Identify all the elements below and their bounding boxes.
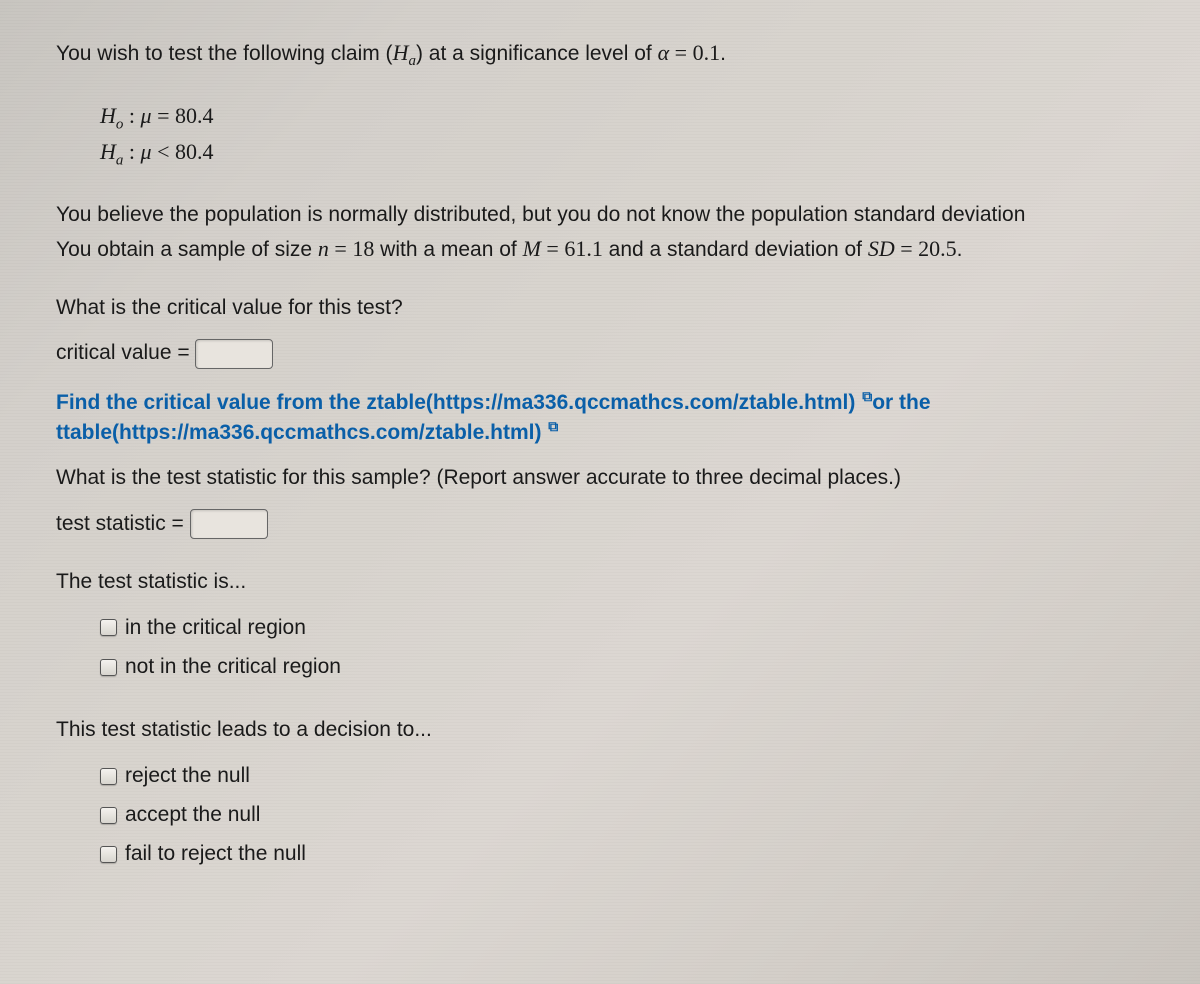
decision-option-fail[interactable]: fail to reject the null	[100, 839, 1154, 868]
text: .	[720, 42, 726, 65]
H-symbol: H	[393, 40, 409, 65]
checkbox-icon[interactable]	[100, 768, 117, 785]
a-subscript: a	[408, 53, 416, 69]
question-body: You wish to test the following claim (Ha…	[0, 0, 1200, 919]
q1-prompt: What is the critical value for this test…	[56, 293, 1154, 322]
mu: μ	[141, 139, 152, 164]
decision-option-accept[interactable]: accept the null	[100, 800, 1154, 829]
region-prompt: The test statistic is...	[56, 567, 1154, 596]
eq: =	[152, 103, 175, 128]
q2-prompt: What is the test statistic for this samp…	[56, 463, 1154, 492]
lt: <	[152, 139, 175, 164]
text: and a standard deviation of	[603, 238, 868, 261]
label: not in the critical region	[125, 655, 341, 678]
ztable-link[interactable]: ztable(https://ma336.qccmathcs.com/ztabl…	[366, 391, 855, 414]
SD: SD	[868, 236, 895, 261]
or-text: or the	[872, 391, 930, 414]
text: Find the critical value from the	[56, 391, 366, 414]
dot: .	[957, 238, 963, 261]
test-statistic-input[interactable]	[190, 509, 268, 539]
region-options: in the critical region not in the critic…	[100, 613, 1154, 682]
n-value: 18	[352, 236, 374, 261]
hypotheses: Ho : μ = 80.4 Ha : μ < 80.4	[100, 100, 1154, 172]
colon: :	[123, 103, 140, 128]
equals: =	[669, 40, 692, 65]
external-link-icon: ⧉	[862, 387, 872, 407]
eq: =	[541, 236, 564, 261]
checkbox-icon[interactable]	[100, 807, 117, 824]
checkbox-icon[interactable]	[100, 619, 117, 636]
alpha-symbol: α	[658, 40, 670, 65]
H: H	[100, 139, 116, 164]
n: n	[318, 236, 329, 261]
region-option-not-in[interactable]: not in the critical region	[100, 652, 1154, 681]
decision-options: reject the null accept the null fail to …	[100, 761, 1154, 869]
text: You obtain a sample of size	[56, 238, 318, 261]
ttable-link[interactable]: ttable(https://ma336.qccmathcs.com/ztabl…	[56, 421, 541, 444]
q1-label: critical value =	[56, 341, 190, 364]
alt-hypothesis: Ha : μ < 80.4	[100, 136, 1154, 172]
label: fail to reject the null	[125, 842, 306, 865]
null-hypothesis: Ho : μ = 80.4	[100, 100, 1154, 136]
q1-input-row: critical value =	[56, 338, 1154, 368]
M: M	[523, 236, 541, 261]
label: accept the null	[125, 803, 260, 826]
q2-label: test statistic =	[56, 512, 184, 535]
q2-input-row: test statistic =	[56, 509, 1154, 539]
checkbox-icon[interactable]	[100, 846, 117, 863]
region-option-in[interactable]: in the critical region	[100, 613, 1154, 642]
M-value: 61.1	[564, 236, 603, 261]
text: You wish to test the following claim (	[56, 42, 393, 65]
decision-option-reject[interactable]: reject the null	[100, 761, 1154, 790]
label: in the critical region	[125, 616, 306, 639]
eq: =	[329, 236, 352, 261]
belief-line1: You believe the population is normally d…	[56, 200, 1154, 229]
H: H	[100, 103, 116, 128]
belief-line2: You obtain a sample of size n = 18 with …	[56, 234, 1154, 265]
mu: μ	[141, 103, 152, 128]
colon: :	[123, 139, 140, 164]
text: with a mean of	[374, 238, 522, 261]
val: 80.4	[175, 103, 214, 128]
eq: =	[895, 236, 918, 261]
val: 80.4	[175, 139, 214, 164]
external-link-icon: ⧉	[548, 417, 558, 437]
decision-prompt: This test statistic leads to a decision …	[56, 715, 1154, 744]
checkbox-icon[interactable]	[100, 659, 117, 676]
intro-line: You wish to test the following claim (Ha…	[56, 38, 1154, 72]
link-instructions: Find the critical value from the ztable(…	[56, 387, 1154, 448]
text: ) at a significance level of	[416, 42, 658, 65]
critical-value-input[interactable]	[195, 339, 273, 369]
SD-value: 20.5	[918, 236, 957, 261]
label: reject the null	[125, 764, 250, 787]
alpha-value: 0.1	[693, 40, 721, 65]
